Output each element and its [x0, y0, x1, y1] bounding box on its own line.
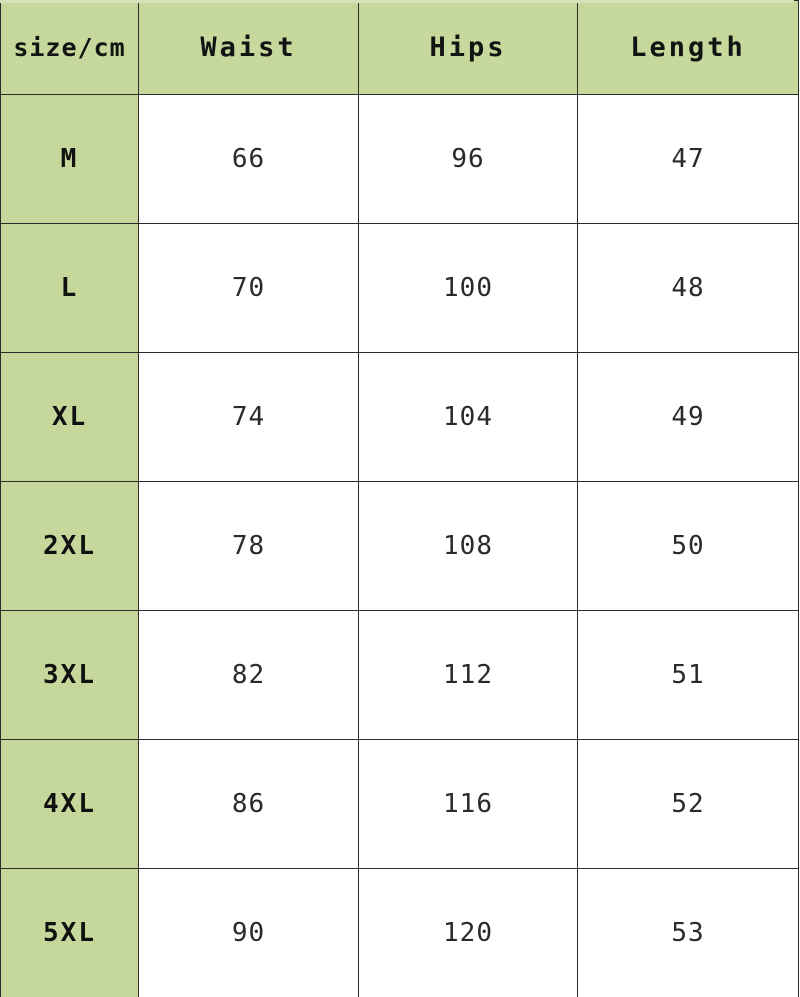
- table-header-row: size/cm Waist Hips Length: [0, 0, 799, 95]
- table-row: 5XL 90 120 53: [0, 868, 799, 997]
- table-header: size/cm Waist Hips Length: [0, 0, 799, 95]
- cell-waist: 78: [138, 481, 359, 611]
- cell-hips: 100: [358, 223, 578, 353]
- cell-hips: 112: [358, 610, 578, 740]
- cell-waist: 86: [138, 739, 359, 869]
- cell-length: 50: [577, 481, 799, 611]
- table-body: M 66 96 47 L 70 100 48 XL 74 104 49 2XL …: [0, 94, 799, 997]
- column-header-waist: Waist: [138, 0, 359, 95]
- cell-hips: 96: [358, 94, 578, 224]
- cell-waist: 90: [138, 868, 359, 997]
- table-row: 2XL 78 108 50: [0, 481, 799, 611]
- cell-length: 51: [577, 610, 799, 740]
- cell-length: 49: [577, 352, 799, 482]
- table-row: XL 74 104 49: [0, 352, 799, 482]
- cell-size: M: [0, 94, 139, 224]
- table-row: L 70 100 48: [0, 223, 799, 353]
- cell-hips: 120: [358, 868, 578, 997]
- cell-waist: 66: [138, 94, 359, 224]
- cell-waist: 74: [138, 352, 359, 482]
- cell-hips: 104: [358, 352, 578, 482]
- column-header-size: size/cm: [0, 0, 139, 95]
- cell-hips: 108: [358, 481, 578, 611]
- cell-waist: 70: [138, 223, 359, 353]
- table-row: 4XL 86 116 52: [0, 739, 799, 869]
- cell-size: 3XL: [0, 610, 139, 740]
- column-header-length: Length: [577, 0, 799, 95]
- cell-size: 2XL: [0, 481, 139, 611]
- cell-length: 47: [577, 94, 799, 224]
- cell-length: 48: [577, 223, 799, 353]
- cell-size: 5XL: [0, 868, 139, 997]
- table-row: M 66 96 47: [0, 94, 799, 224]
- table-row: 3XL 82 112 51: [0, 610, 799, 740]
- cell-size: L: [0, 223, 139, 353]
- cell-hips: 116: [358, 739, 578, 869]
- cell-size: 4XL: [0, 739, 139, 869]
- cell-waist: 82: [138, 610, 359, 740]
- cell-length: 53: [577, 868, 799, 997]
- column-header-hips: Hips: [358, 0, 578, 95]
- cell-length: 52: [577, 739, 799, 869]
- cell-size: XL: [0, 352, 139, 482]
